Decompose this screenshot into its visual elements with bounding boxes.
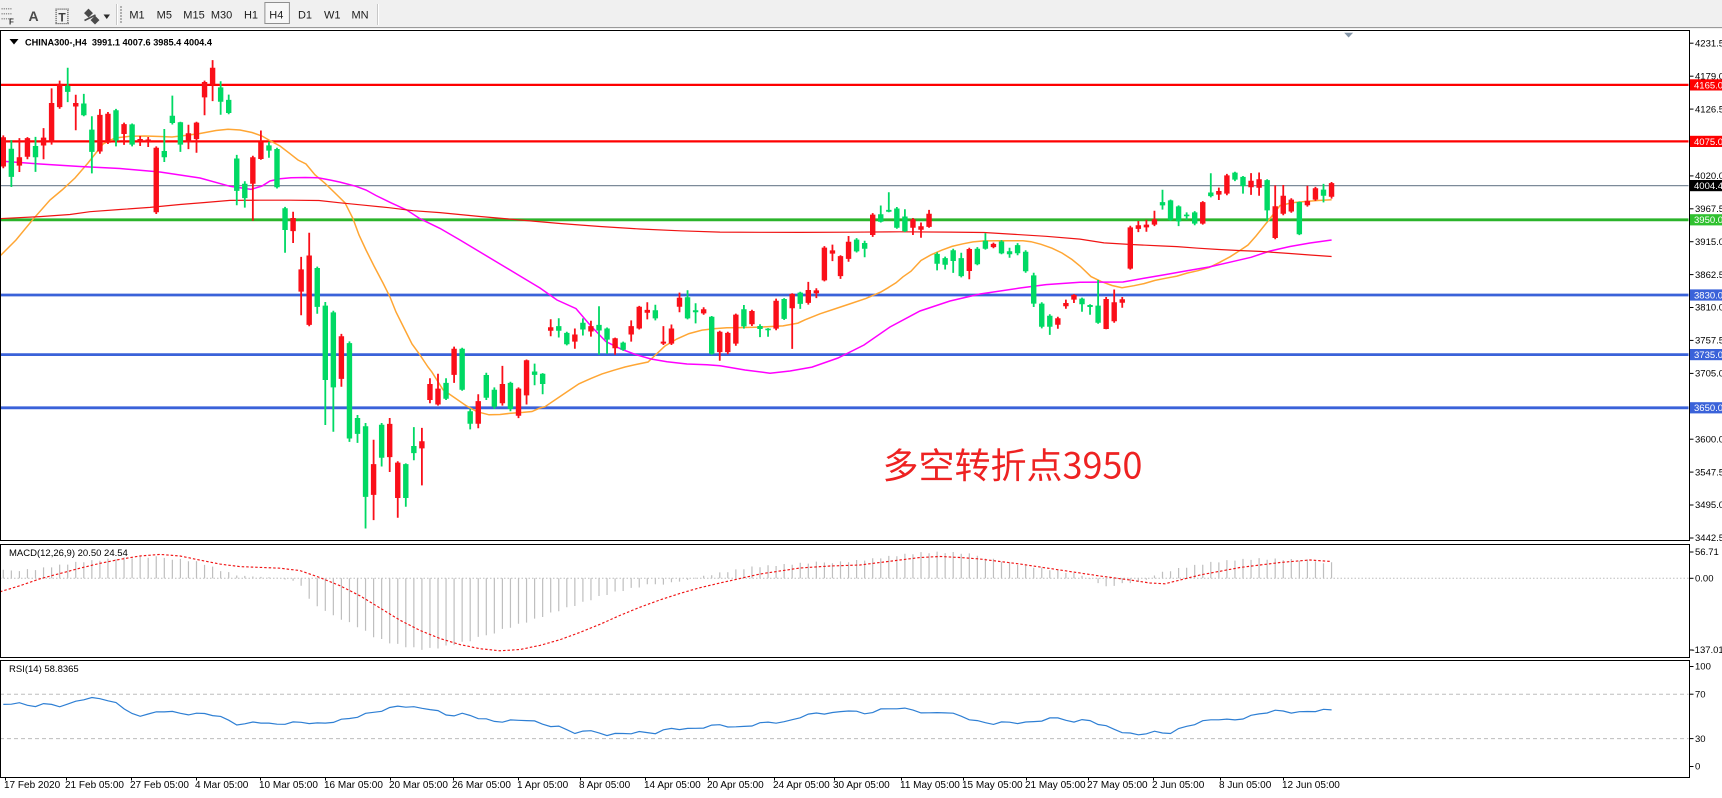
svg-text:3495.0: 3495.0 xyxy=(1695,500,1722,511)
svg-text:W1: W1 xyxy=(324,10,341,22)
svg-text:17 Feb 2020: 17 Feb 2020 xyxy=(4,780,61,791)
svg-text:3705.0: 3705.0 xyxy=(1695,369,1722,380)
svg-text:10 Mar 05:00: 10 Mar 05:00 xyxy=(259,780,318,791)
svg-text:3862.5: 3862.5 xyxy=(1695,270,1722,281)
svg-text:15 May 05:00: 15 May 05:00 xyxy=(962,780,1023,791)
svg-text:20 Mar 05:00: 20 Mar 05:00 xyxy=(389,780,448,791)
svg-text:H1: H1 xyxy=(244,10,258,22)
svg-text:M30: M30 xyxy=(211,10,232,22)
svg-text:8 Jun 05:00: 8 Jun 05:00 xyxy=(1219,780,1272,791)
svg-text:26 Mar 05:00: 26 Mar 05:00 xyxy=(452,780,511,791)
svg-text:CHINA300-,H4 3991.1 4007.6 39: CHINA300-,H4 3991.1 4007.6 3985.4 4004.4 xyxy=(25,38,213,48)
svg-text:D1: D1 xyxy=(298,10,312,22)
svg-text:3600.0: 3600.0 xyxy=(1695,434,1722,445)
svg-text:24 Apr 05:00: 24 Apr 05:00 xyxy=(773,780,830,791)
svg-text:A: A xyxy=(28,8,38,24)
svg-text:4075.0: 4075.0 xyxy=(1694,137,1722,148)
svg-text:3442.5: 3442.5 xyxy=(1695,533,1722,544)
svg-text:RSI(14) 58.8365: RSI(14) 58.8365 xyxy=(9,664,79,675)
svg-text:4004.4: 4004.4 xyxy=(1694,181,1722,192)
svg-text:H4: H4 xyxy=(269,10,283,22)
svg-text:3650.0: 3650.0 xyxy=(1694,403,1722,414)
svg-text:M15: M15 xyxy=(183,10,204,22)
svg-text:21 Feb 05:00: 21 Feb 05:00 xyxy=(65,780,124,791)
svg-text:12 Jun 05:00: 12 Jun 05:00 xyxy=(1282,780,1340,791)
svg-text:4231.5: 4231.5 xyxy=(1695,38,1722,49)
svg-text:0: 0 xyxy=(1695,762,1700,773)
svg-text:4 Mar 05:00: 4 Mar 05:00 xyxy=(195,780,249,791)
svg-text:11 May 05:00: 11 May 05:00 xyxy=(900,780,960,791)
svg-text:30: 30 xyxy=(1695,734,1706,745)
svg-text:T: T xyxy=(58,11,66,25)
svg-text:70: 70 xyxy=(1695,689,1706,700)
svg-text:30 Apr 05:00: 30 Apr 05:00 xyxy=(833,780,890,791)
svg-text:3547.5: 3547.5 xyxy=(1695,467,1722,478)
svg-text:100: 100 xyxy=(1695,662,1711,673)
svg-text:M5: M5 xyxy=(157,10,172,22)
svg-text:M1: M1 xyxy=(129,10,144,22)
svg-text:20 Apr 05:00: 20 Apr 05:00 xyxy=(707,780,764,791)
svg-text:56.71: 56.71 xyxy=(1695,547,1719,558)
svg-text:3950.0: 3950.0 xyxy=(1694,215,1722,226)
svg-text:4126.5: 4126.5 xyxy=(1695,104,1722,115)
svg-text:F: F xyxy=(9,18,14,27)
svg-text:4165.0: 4165.0 xyxy=(1694,80,1722,91)
svg-text:3830.0: 3830.0 xyxy=(1694,290,1722,301)
svg-text:1 Apr 05:00: 1 Apr 05:00 xyxy=(517,780,569,791)
svg-text:MACD(12,26,9) 20.50 24.54: MACD(12,26,9) 20.50 24.54 xyxy=(9,548,128,559)
svg-text:27 Feb 05:00: 27 Feb 05:00 xyxy=(130,780,189,791)
svg-text:0.00: 0.00 xyxy=(1695,574,1714,585)
svg-text:3915.0: 3915.0 xyxy=(1695,237,1722,248)
svg-text:16 Mar 05:00: 16 Mar 05:00 xyxy=(324,780,383,791)
svg-text:-137.01: -137.01 xyxy=(1692,645,1722,656)
svg-text:2 Jun 05:00: 2 Jun 05:00 xyxy=(1152,780,1205,791)
svg-text:3967.5: 3967.5 xyxy=(1695,204,1722,215)
svg-text:3735.0: 3735.0 xyxy=(1694,350,1722,361)
svg-text:8 Apr 05:00: 8 Apr 05:00 xyxy=(579,780,631,791)
svg-text:MN: MN xyxy=(351,10,368,22)
svg-text:27 May 05:00: 27 May 05:00 xyxy=(1087,780,1148,791)
svg-text:21 May 05:00: 21 May 05:00 xyxy=(1025,780,1086,791)
svg-text:14 Apr 05:00: 14 Apr 05:00 xyxy=(644,780,701,791)
svg-text:3810.0: 3810.0 xyxy=(1695,303,1722,314)
svg-text:3757.5: 3757.5 xyxy=(1695,336,1722,347)
